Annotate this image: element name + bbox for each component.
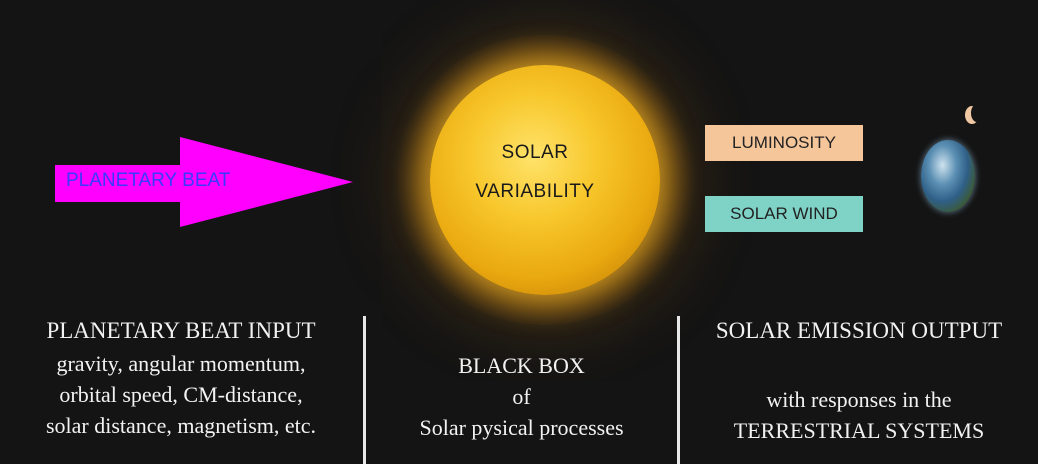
luminosity-box: LUMINOSITY bbox=[705, 125, 863, 161]
input-column-line: gravity, angular momentum, bbox=[56, 351, 306, 376]
black-box-line: of bbox=[512, 384, 531, 409]
sun-icon bbox=[430, 65, 660, 295]
moon-shadow bbox=[971, 104, 983, 122]
output-column-line: TERRESTRIAL SYSTEMS bbox=[733, 418, 985, 443]
output-column-title: SOLAR EMISSION OUTPUT bbox=[715, 318, 1003, 343]
divider-left bbox=[363, 316, 366, 464]
sun-label-line2: VARIABILITY bbox=[475, 181, 595, 202]
sun-label-line1: SOLAR bbox=[501, 142, 569, 163]
input-column-line: orbital speed, CM-distance, bbox=[59, 382, 303, 407]
planetary-beat-arrow bbox=[55, 137, 353, 227]
input-column-line: solar distance, magnetism, etc. bbox=[45, 413, 317, 438]
output-column: SOLAR EMISSION OUTPUT with responses in … bbox=[680, 318, 1038, 446]
input-column-title: PLANETARY BEAT INPUT bbox=[46, 318, 316, 343]
arrow-label: PLANETARY BEAT bbox=[66, 170, 231, 191]
solar-wind-box: SOLAR WIND bbox=[705, 196, 863, 232]
divider-right bbox=[677, 316, 680, 464]
luminosity-label: LUMINOSITY bbox=[732, 133, 836, 152]
black-box-line: Solar pysical processes bbox=[419, 415, 624, 440]
black-box-column: BLACK BOX of Solar pysical processes bbox=[366, 350, 677, 443]
black-box-line: BLACK BOX bbox=[458, 353, 585, 378]
input-column: PLANETARY BEAT INPUT gravity, angular mo… bbox=[0, 318, 362, 441]
solar-wind-label: SOLAR WIND bbox=[730, 204, 838, 223]
output-column-line: with responses in the bbox=[766, 387, 952, 412]
earth-icon bbox=[921, 140, 975, 212]
